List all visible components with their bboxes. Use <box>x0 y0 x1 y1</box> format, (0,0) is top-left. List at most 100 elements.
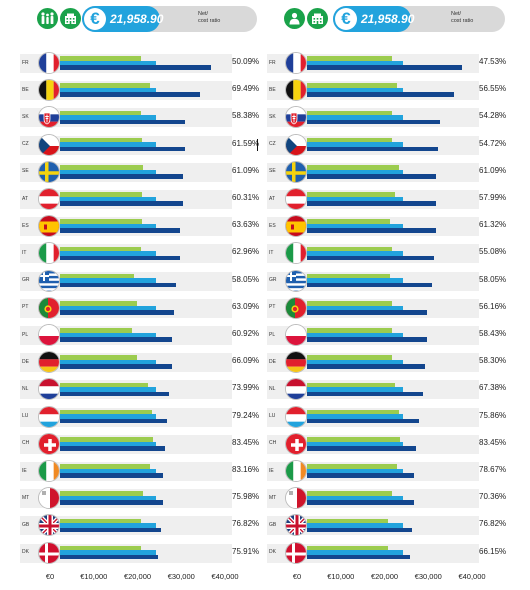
country-code-ch: CH <box>269 440 277 447</box>
series-3-bar <box>307 473 415 478</box>
flag-be-icon <box>38 79 60 102</box>
series-2-bar <box>307 196 404 202</box>
x-tick-label: €40,000 <box>458 572 486 581</box>
series-2-bar <box>307 441 404 447</box>
country-code-cz: CZ <box>22 141 29 148</box>
series-2-bar <box>60 468 157 474</box>
series-1-bar <box>307 491 393 496</box>
series-3-bar <box>60 446 165 451</box>
x-tick-label: €20,000 <box>123 572 152 581</box>
x-tick-label: €0 <box>292 572 302 581</box>
series-2-bar <box>60 87 157 93</box>
flag-se-icon <box>285 160 307 183</box>
series-1-bar <box>60 437 154 442</box>
country-code-be: BE <box>269 86 276 93</box>
net-cost-ratio-value: 47.53% <box>479 57 507 66</box>
net-cost-ratio-value: 73.99% <box>232 383 260 393</box>
series-2-bar <box>60 251 157 256</box>
flag-ch-icon <box>38 432 60 455</box>
net-label-line2: cost ratio <box>451 18 474 24</box>
country-code-lu: LU <box>269 413 276 420</box>
country-code-nl: NL <box>269 385 276 392</box>
country-code-sk: SK <box>269 113 276 120</box>
series-3-bar <box>307 364 426 369</box>
series-2-bar <box>60 495 157 501</box>
series-2-bar <box>60 414 157 419</box>
net-cost-ratio-value: 79.24% <box>232 410 260 420</box>
series-2-bar <box>307 305 404 311</box>
chart-panel-family: € 21,958.90 Net/ cost ratio FR 50.09% BE 69… <box>0 0 260 590</box>
country-code-fr: FR <box>22 59 29 66</box>
country-code-pl: PL <box>269 331 276 338</box>
country-code-mt: MT <box>22 494 30 501</box>
flag-gr-icon <box>285 269 307 292</box>
series-1-bar <box>307 409 399 415</box>
net-cost-ratio-value: 66.09% <box>232 356 260 366</box>
net-cost-ratio-value: 58.38% <box>232 111 260 121</box>
country-code-se: SE <box>22 168 29 175</box>
series-3-bar <box>60 554 159 560</box>
net-cost-ratio-value: 57.99% <box>479 193 507 202</box>
series-3-bar <box>60 201 183 206</box>
series-1-bar <box>307 165 399 170</box>
country-code-dk: DK <box>269 549 276 556</box>
series-1-bar <box>60 273 135 279</box>
series-1-bar <box>60 83 150 88</box>
series-2-bar <box>60 196 157 202</box>
net-label-line1: Net/ <box>451 11 462 17</box>
net-cost-ratio-value: 58.30% <box>479 356 507 366</box>
series-1-bar <box>307 437 401 442</box>
series-3-bar <box>60 391 170 397</box>
building-icon <box>60 8 81 29</box>
series-2-bar <box>307 223 404 229</box>
flag-sk-icon <box>285 106 307 129</box>
country-code-sk: SK <box>22 113 29 120</box>
series-2-bar <box>307 468 404 474</box>
text-cursor <box>257 139 258 151</box>
net-cost-ratio-value: 83.45% <box>232 437 260 447</box>
series-3-bar <box>307 527 412 533</box>
flag-es-icon <box>285 215 307 238</box>
flag-pt-icon <box>285 296 307 319</box>
flag-cz-icon <box>38 133 60 156</box>
series-1-bar <box>60 409 152 415</box>
series-2-bar <box>60 387 157 392</box>
flag-it-icon <box>285 242 307 265</box>
series-3-bar <box>307 554 410 560</box>
x-tick-label: €30,000 <box>167 572 195 581</box>
country-code-gb: GB <box>22 521 30 528</box>
series-2-bar <box>60 359 157 365</box>
net-cost-ratio-value: 63.09% <box>232 301 260 311</box>
net-cost-ratio-value: 58.05% <box>232 274 260 284</box>
series-3-bar <box>60 500 163 505</box>
series-1-bar <box>307 273 391 279</box>
series-2-bar <box>60 305 157 311</box>
series-3-bar <box>60 255 181 261</box>
series-2-bar <box>60 278 157 283</box>
country-code-fr: FR <box>269 59 276 66</box>
flag-lu-icon <box>38 405 60 428</box>
x-tick-label: €10,000 <box>327 572 355 581</box>
series-2-bar <box>60 60 157 66</box>
series-2-bar <box>307 495 404 501</box>
series-2-bar <box>307 359 404 365</box>
country-code-it: IT <box>269 249 274 256</box>
net-cost-ratio-value: 61.09% <box>479 165 507 175</box>
series-3-bar <box>60 146 185 152</box>
flag-lu-icon <box>285 405 307 428</box>
series-2-bar <box>60 523 157 528</box>
flag-ch-icon <box>285 432 307 455</box>
net-cost-ratio-value: 75.98% <box>232 492 260 502</box>
country-code-dk: DK <box>22 549 29 556</box>
flag-fr-icon <box>38 52 60 74</box>
net-cost-ratio-value: 76.82% <box>232 519 260 529</box>
series-1-bar <box>60 192 143 197</box>
country-code-de: DE <box>22 358 29 365</box>
series-1-bar <box>307 355 393 360</box>
series-3-bar <box>307 418 419 424</box>
flag-es-icon <box>38 215 60 238</box>
flag-nl-icon <box>285 378 307 401</box>
flag-de-icon <box>285 351 307 374</box>
flag-dk-icon <box>285 541 307 564</box>
series-1-bar <box>307 246 393 252</box>
